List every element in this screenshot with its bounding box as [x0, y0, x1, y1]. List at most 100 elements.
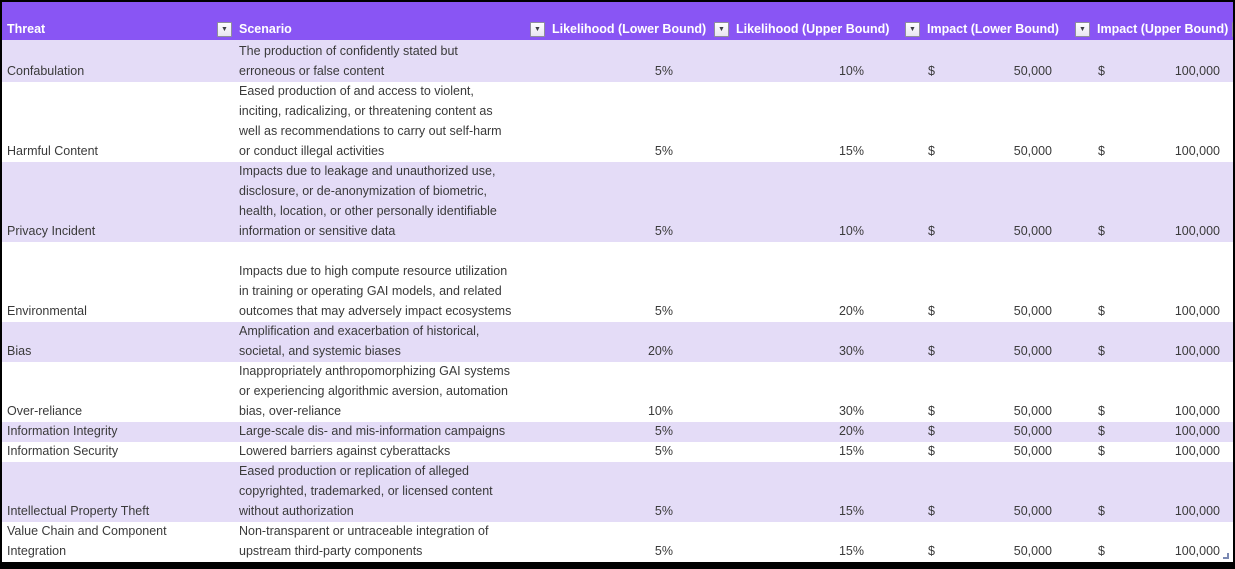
scenario-cell[interactable]: Lowered barriers against cyberattacks [239, 444, 451, 458]
impact-upper-cell[interactable]: $100,000 [1092, 462, 1233, 522]
filter-button-impact_lower[interactable]: ▼ [1075, 22, 1090, 37]
currency-symbol: $ [928, 504, 935, 518]
impact-lower-value: 50,000 [1013, 144, 1052, 158]
scenario-cell[interactable]: Impacts due to leakage and unauthorized … [239, 164, 497, 238]
likelihood-lower-cell[interactable]: 5% [654, 304, 673, 318]
table-row: Value Chain and Component Integration Non… [2, 522, 1233, 562]
impact-lower-value: 50,000 [1013, 344, 1052, 358]
filter-button-likelihood_lower[interactable]: ▼ [714, 22, 729, 37]
currency-symbol: $ [1098, 304, 1105, 318]
column-header-threat: Threat ▼ [2, 2, 234, 40]
impact-lower-cell[interactable]: $50,000 [922, 82, 1092, 162]
threat-cell[interactable]: Environmental [7, 304, 87, 318]
impact-lower-cell[interactable]: $50,000 [922, 162, 1092, 242]
impact-lower-cell[interactable]: $50,000 [922, 242, 1092, 322]
threat-cell[interactable]: Confabulation [7, 64, 85, 78]
scenario-cell[interactable]: Eased production or replication of alleg… [239, 464, 493, 518]
impact-upper-value: 100,000 [1174, 504, 1220, 518]
likelihood-lower-cell[interactable]: 20% [647, 344, 673, 358]
table-row: Privacy Incident Impacts due to leakage a… [2, 162, 1233, 242]
scenario-cell[interactable]: The production of confidently stated but… [239, 44, 458, 78]
currency-symbol: $ [928, 404, 935, 418]
currency-symbol: $ [928, 224, 935, 238]
impact-upper-cell[interactable]: $100,000 [1092, 82, 1233, 162]
likelihood-lower-cell[interactable]: 10% [647, 404, 673, 418]
likelihood-upper-cell[interactable]: 30% [838, 404, 864, 418]
currency-symbol: $ [1098, 64, 1105, 78]
impact-lower-value: 50,000 [1013, 444, 1052, 458]
currency-symbol: $ [1098, 404, 1105, 418]
likelihood-lower-cell[interactable]: 5% [654, 64, 673, 78]
likelihood-lower-cell[interactable]: 5% [654, 504, 673, 518]
threat-cell[interactable]: Information Integrity [7, 424, 118, 438]
impact-lower-cell[interactable]: $50,000 [922, 522, 1092, 562]
filter-button-threat[interactable]: ▼ [217, 22, 232, 37]
impact-lower-cell[interactable]: $50,000 [922, 40, 1092, 82]
impact-lower-cell[interactable]: $50,000 [922, 362, 1092, 422]
table-body: Confabulation The production of confident… [2, 40, 1233, 562]
currency-symbol: $ [1098, 504, 1105, 518]
likelihood-lower-cell[interactable]: 5% [654, 144, 673, 158]
likelihood-upper-cell[interactable]: 15% [838, 144, 864, 158]
table-row: Information Security Lowered barriers aga… [2, 442, 1233, 462]
threat-cell[interactable]: Intellectual Property Theft [7, 504, 150, 518]
column-header-likelihood_upper: Likelihood (Upper Bound) ▼ [731, 2, 922, 40]
likelihood-upper-cell[interactable]: 15% [838, 444, 864, 458]
impact-upper-cell[interactable]: $100,000 [1092, 242, 1233, 322]
likelihood-upper-cell[interactable]: 20% [838, 424, 864, 438]
threat-cell[interactable]: Bias [7, 344, 32, 358]
likelihood-lower-cell[interactable]: 5% [654, 424, 673, 438]
scenario-cell[interactable]: Inappropriately anthropomorphizing GAI s… [239, 364, 510, 418]
threat-cell[interactable]: Harmful Content [7, 144, 99, 158]
table-resize-handle[interactable] [1223, 553, 1229, 559]
column-header-label: Threat [7, 22, 46, 36]
threat-cell[interactable]: Over-reliance [7, 404, 83, 418]
impact-upper-cell[interactable]: $100,000 [1092, 40, 1233, 82]
impact-upper-cell[interactable]: $100,000 [1092, 442, 1233, 462]
scenario-cell[interactable]: Amplification and exacerbation of histor… [239, 324, 480, 358]
impact-upper-value: 100,000 [1174, 544, 1220, 558]
filter-dropdown-icon: ▼ [221, 26, 228, 33]
likelihood-upper-cell[interactable]: 20% [838, 304, 864, 318]
filter-button-scenario[interactable]: ▼ [530, 22, 545, 37]
impact-upper-cell[interactable]: $100,000 [1092, 162, 1233, 242]
likelihood-upper-cell[interactable]: 10% [838, 224, 864, 238]
column-header-likelihood_lower: Likelihood (Lower Bound) ▼ [547, 2, 731, 40]
likelihood-lower-cell[interactable]: 5% [654, 224, 673, 238]
table-row: Information Integrity Large-scale dis- an… [2, 422, 1233, 442]
column-header-label: Scenario [239, 22, 292, 36]
impact-lower-cell[interactable]: $50,000 [922, 322, 1092, 362]
impact-upper-value: 100,000 [1174, 224, 1220, 238]
table-row: Environmental Impacts due to high compute… [2, 242, 1233, 322]
impact-lower-cell[interactable]: $50,000 [922, 422, 1092, 442]
likelihood-upper-cell[interactable]: 15% [838, 504, 864, 518]
column-header-label: Impact (Upper Bound) [1097, 22, 1229, 36]
likelihood-upper-cell[interactable]: 30% [838, 344, 864, 358]
table-row: Over-reliance Inappropriately anthropomor… [2, 362, 1233, 422]
likelihood-upper-cell[interactable]: 15% [838, 544, 864, 558]
scenario-cell[interactable]: Impacts due to high compute resource uti… [239, 264, 512, 318]
column-header-label: Likelihood (Upper Bound) [736, 22, 890, 36]
scenario-cell[interactable]: Large-scale dis- and mis-information cam… [239, 424, 506, 438]
likelihood-upper-cell[interactable]: 10% [838, 64, 864, 78]
impact-upper-cell[interactable]: $100,000 [1092, 522, 1233, 562]
column-header-scenario: Scenario ▼ [234, 2, 547, 40]
filter-button-likelihood_upper[interactable]: ▼ [905, 22, 920, 37]
threat-cell[interactable]: Information Security [7, 444, 119, 458]
impact-upper-value: 100,000 [1174, 404, 1220, 418]
scenario-cell[interactable]: Eased production of and access to violen… [239, 84, 502, 158]
likelihood-lower-cell[interactable]: 5% [654, 444, 673, 458]
likelihood-lower-cell[interactable]: 5% [654, 544, 673, 558]
threat-cell[interactable]: Value Chain and Component Integration [7, 524, 167, 558]
impact-lower-cell[interactable]: $50,000 [922, 442, 1092, 462]
impact-upper-value: 100,000 [1174, 144, 1220, 158]
impact-upper-cell[interactable]: $100,000 [1092, 362, 1233, 422]
filter-button-impact_upper[interactable]: ▼ [1232, 22, 1233, 37]
threat-cell[interactable]: Privacy Incident [7, 224, 96, 238]
impact-upper-cell[interactable]: $100,000 [1092, 322, 1233, 362]
impact-upper-cell[interactable]: $100,000 [1092, 422, 1233, 442]
filter-dropdown-icon: ▼ [718, 26, 725, 33]
scenario-cell[interactable]: Non-transparent or untraceable integrati… [239, 524, 489, 558]
currency-symbol: $ [1098, 344, 1105, 358]
impact-lower-cell[interactable]: $50,000 [922, 462, 1092, 522]
